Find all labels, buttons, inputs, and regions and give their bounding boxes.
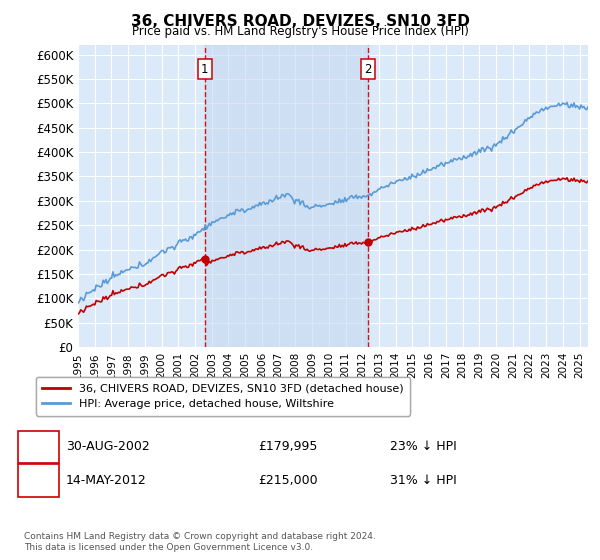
- Text: 30-AUG-2002: 30-AUG-2002: [66, 440, 150, 454]
- Text: 31% ↓ HPI: 31% ↓ HPI: [390, 474, 457, 487]
- Text: 14-MAY-2012: 14-MAY-2012: [66, 474, 147, 487]
- Text: 1: 1: [201, 63, 209, 76]
- Text: 2: 2: [364, 63, 371, 76]
- Text: 2: 2: [34, 474, 43, 487]
- Text: Price paid vs. HM Land Registry's House Price Index (HPI): Price paid vs. HM Land Registry's House …: [131, 25, 469, 38]
- Text: £215,000: £215,000: [258, 474, 317, 487]
- Text: 36, CHIVERS ROAD, DEVIZES, SN10 3FD: 36, CHIVERS ROAD, DEVIZES, SN10 3FD: [131, 14, 469, 29]
- Text: 23% ↓ HPI: 23% ↓ HPI: [390, 440, 457, 454]
- Text: Contains HM Land Registry data © Crown copyright and database right 2024.
This d: Contains HM Land Registry data © Crown c…: [24, 532, 376, 552]
- Bar: [205, 45, 368, 347]
- Text: £179,995: £179,995: [258, 440, 317, 454]
- Text: 1: 1: [34, 440, 43, 454]
- Legend: 36, CHIVERS ROAD, DEVIZES, SN10 3FD (detached house), HPI: Average price, detach: 36, CHIVERS ROAD, DEVIZES, SN10 3FD (det…: [35, 377, 410, 416]
